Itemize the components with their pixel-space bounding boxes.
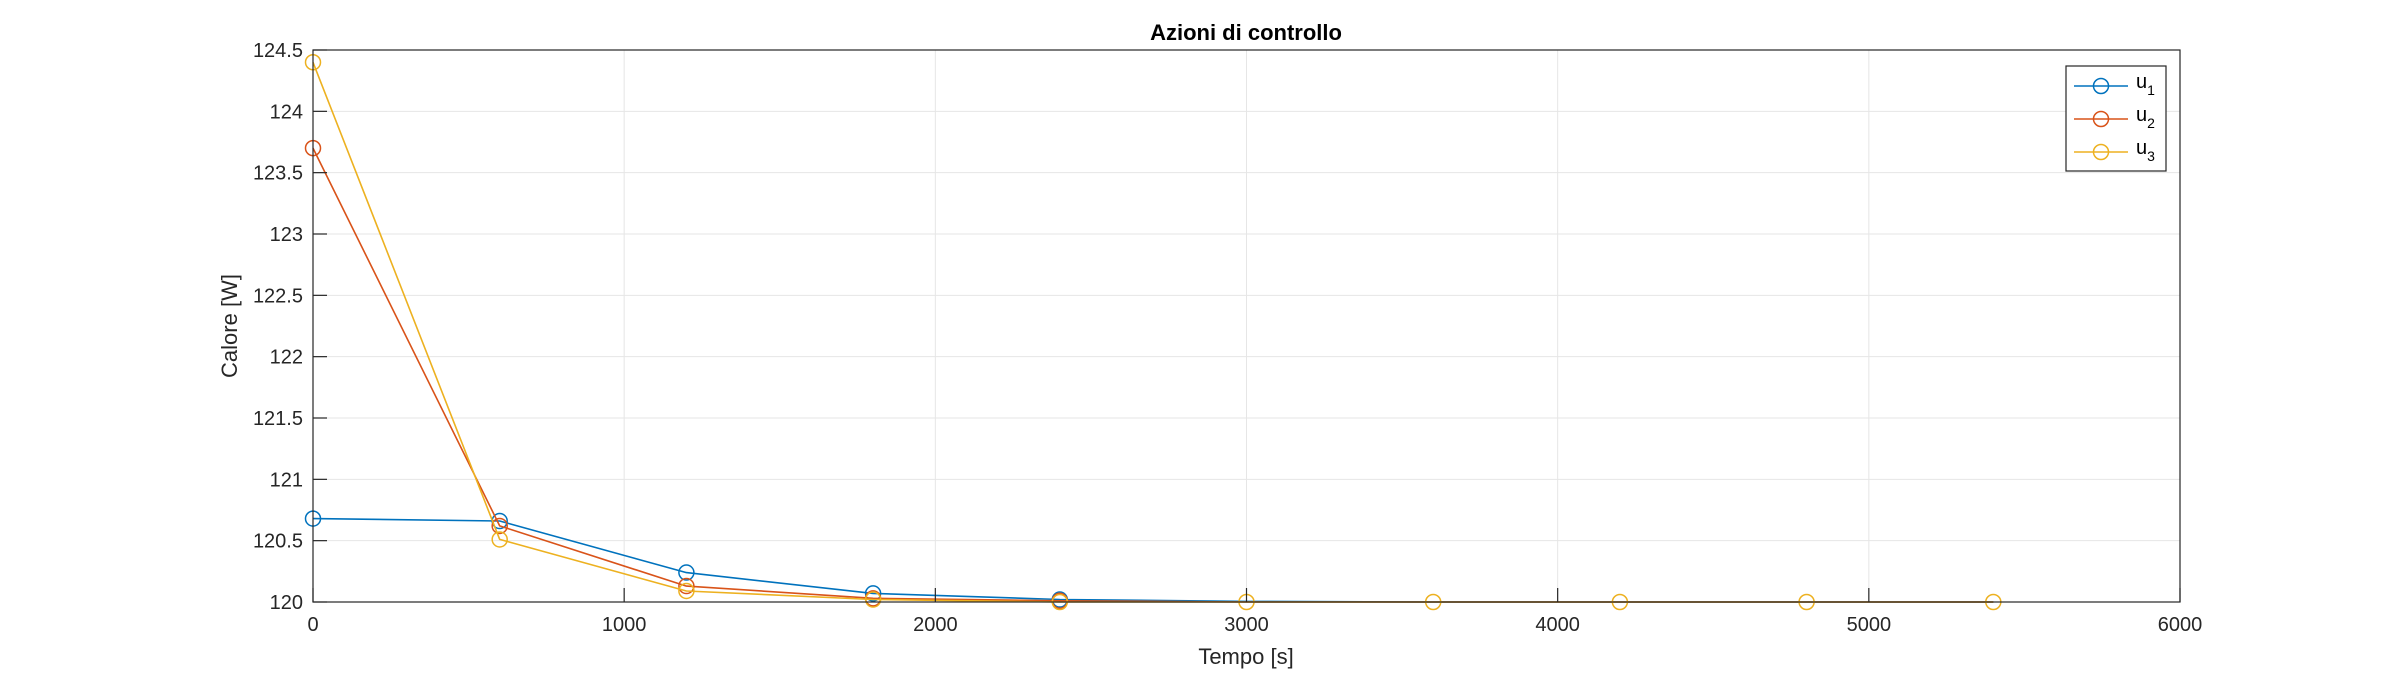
y-tick-label: 120.5 [253,531,303,553]
x-tick-label: 2000 [913,614,958,636]
series-point-u3 [678,582,695,600]
legend-marker-u1 [2092,77,2110,95]
legend-label-u2: u2 [2136,104,2155,131]
y-tick-label: 123 [270,224,303,246]
y-tick-label: 122 [270,347,303,369]
series-point-u2 [678,577,695,595]
series-point-u1 [864,585,882,602]
x-tick-label: 1000 [602,614,647,636]
y-tick-label: 120 [270,592,303,614]
legend-marker-u2 [2092,110,2110,128]
legend-label-subscript: 1 [2147,82,2155,98]
y-tick-label: 124 [270,101,303,123]
y-tick-label: 124.5 [253,40,303,62]
legend-label-base: u [2136,71,2147,93]
ticks: 0 1000 2000 3000 4000 5000 6000 120 120.5 121 121.… [253,40,2202,636]
y-tick-label: 122.5 [253,285,303,307]
legend-label-subscript: 3 [2147,148,2155,164]
legend-label-base: u [2136,137,2147,159]
x-axis-label: Tempo [s] [1198,644,1293,669]
series-point-u3 [864,591,882,608]
legend-label-base: u [2136,104,2147,126]
y-axis-label: Calore [W] [217,274,242,378]
chart-title: Azioni di controllo [1150,20,1342,45]
y-tick-label: 121.5 [253,408,303,430]
series-point-u2 [491,517,508,535]
y-tick-label: 123.5 [253,163,303,185]
x-tick-label: 6000 [2158,614,2203,636]
legend-marker-u3 [2092,143,2110,161]
series-point-u1 [678,564,695,581]
legend-label-subscript: 2 [2147,115,2155,131]
y-tick-label: 121 [270,469,303,491]
x-tick-label: 5000 [1847,614,1892,636]
legend-label-u1: u1 [2136,71,2155,98]
x-tick-label: 3000 [1224,614,1269,636]
series-point-u3 [491,531,508,548]
legend-label-u3: u3 [2136,137,2155,164]
x-tick-label: 0 [307,614,318,636]
x-tick-label: 4000 [1535,614,1580,636]
